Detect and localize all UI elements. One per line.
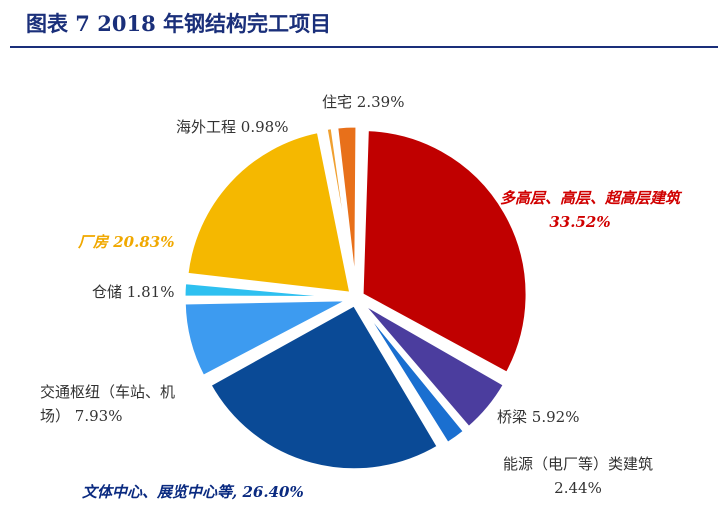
label-storage: 仓储 1.81% bbox=[92, 280, 174, 304]
label-text: 交通枢纽（车站、机场） bbox=[40, 383, 176, 425]
label-culture-center: 文体中心、展览中心等, 26.40% bbox=[82, 483, 304, 501]
pie-slice bbox=[360, 128, 529, 376]
title-divider bbox=[10, 46, 718, 48]
pie-slice bbox=[182, 298, 350, 379]
pie-slice bbox=[207, 302, 441, 472]
label-value: 1.81% bbox=[126, 283, 175, 301]
pie-slice bbox=[182, 280, 350, 300]
chart-title: 图表 7 2018 年钢结构完工项目 bbox=[26, 11, 331, 36]
pie-slice bbox=[335, 124, 359, 292]
label-text: 文体中心、展览中心等 bbox=[82, 483, 233, 501]
label-transport: 交通枢纽（车站、机场） 7.93% bbox=[40, 380, 190, 428]
label-factory: 厂房 20.83% bbox=[78, 230, 174, 254]
label-text: 海外工程 bbox=[176, 118, 237, 136]
label-text: 多高层、高层、超高层建筑 bbox=[500, 189, 681, 207]
label-value: 26.40% bbox=[242, 483, 304, 501]
pie-slice bbox=[358, 302, 467, 446]
label-text: 住宅 bbox=[322, 93, 353, 111]
label-energy: 能源（电厂等）类建筑 2.44% bbox=[468, 452, 688, 500]
label-bridge: 桥梁 5.92% bbox=[497, 405, 579, 429]
label-text: 厂房 bbox=[78, 233, 109, 251]
label-value: 33.52% bbox=[549, 213, 611, 231]
label-value: 5.92% bbox=[531, 408, 580, 426]
pie-slice bbox=[185, 129, 353, 295]
label-value: 20.83% bbox=[113, 233, 175, 251]
label-value: 2.39% bbox=[356, 93, 405, 111]
label-text: 仓储 bbox=[92, 283, 123, 301]
pie-slice bbox=[324, 125, 357, 292]
label-text: 能源（电厂等）类建筑 bbox=[502, 455, 653, 473]
label-residential: 住宅 2.39% bbox=[322, 90, 404, 114]
label-overseas: 海外工程 0.98% bbox=[176, 115, 288, 139]
label-high-rise: 多高层、高层、超高层建筑 33.52% bbox=[500, 186, 680, 234]
label-value: 0.98% bbox=[240, 118, 289, 136]
label-text: 桥梁 bbox=[497, 408, 528, 426]
label-value: 2.44% bbox=[554, 479, 602, 497]
label-value: 7.93% bbox=[74, 407, 123, 425]
pie-slice bbox=[360, 301, 507, 430]
